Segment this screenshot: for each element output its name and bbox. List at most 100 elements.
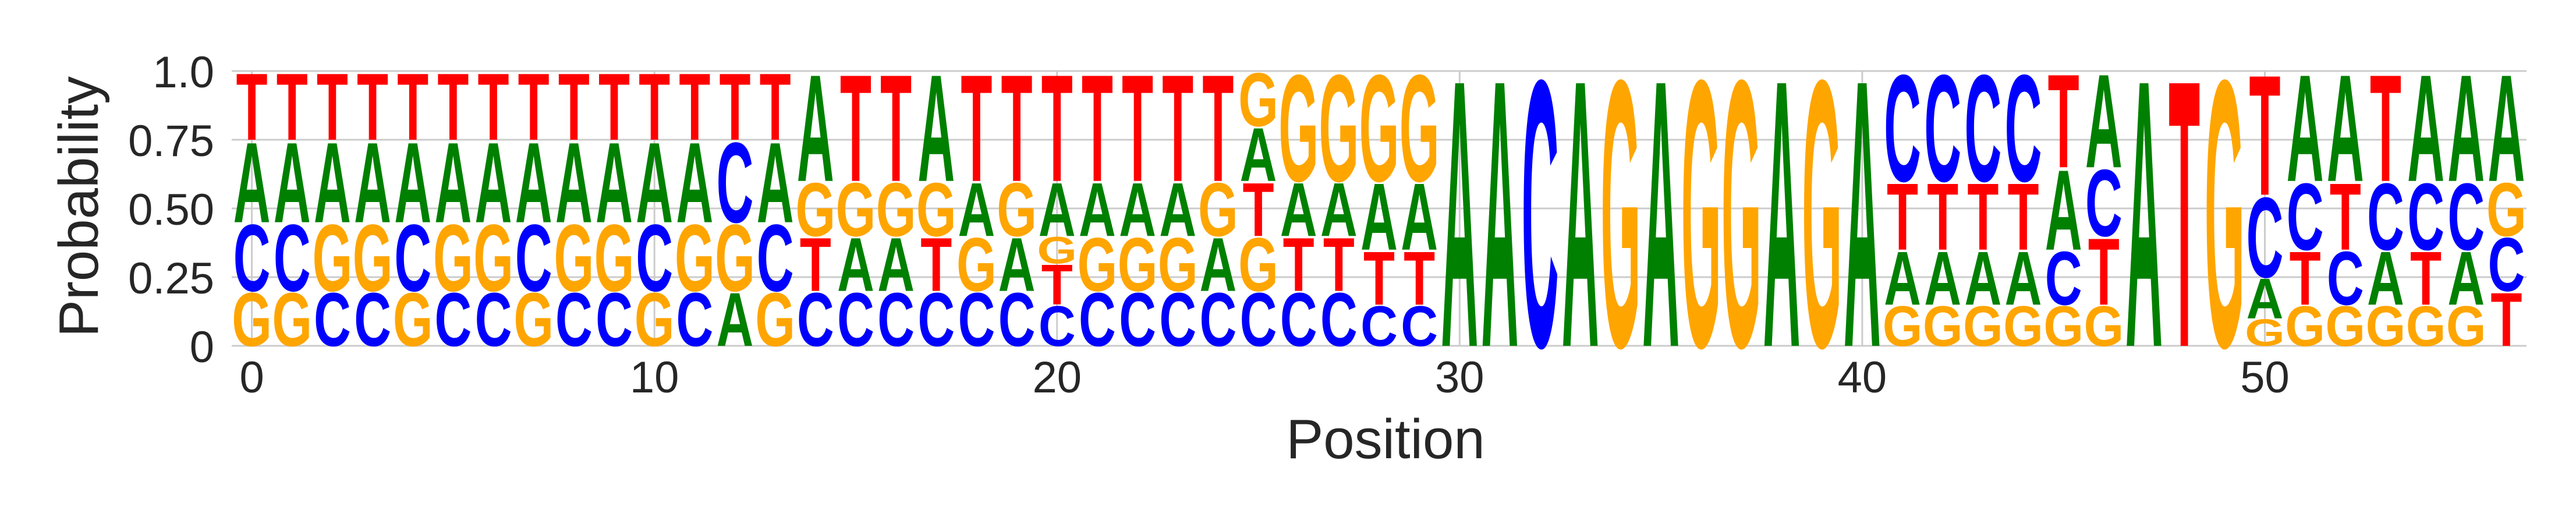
logo-letter-g: G xyxy=(433,204,473,311)
logo-letter-g: G xyxy=(2325,294,2365,358)
logo-letter-g: G xyxy=(393,277,433,363)
logo-letter-a: A xyxy=(877,222,915,307)
logo-letter-g: G xyxy=(1883,294,1923,358)
logo-letter-c: C xyxy=(877,277,915,363)
logo-letter-t: T xyxy=(1202,44,1234,214)
logo-letter-c: C xyxy=(475,277,512,363)
logo-letter-c: C xyxy=(1119,277,1156,363)
y-tick-label: 0.50 xyxy=(128,185,214,235)
logo-letter-g: G xyxy=(755,277,795,363)
logo-letter-a: A xyxy=(555,119,593,247)
logo-letter-a: A xyxy=(2327,44,2364,214)
logo-letter-a: A xyxy=(434,119,472,247)
logo-letter-g: G xyxy=(1963,294,2003,358)
y-tick-label: 0 xyxy=(190,323,214,372)
logo-letter-t: T xyxy=(1404,236,1435,321)
logo-letter-g: G xyxy=(876,167,916,253)
logo-letter-g: G xyxy=(353,204,393,311)
logo-letter-a: A xyxy=(717,277,754,363)
logo-letter-t: T xyxy=(2330,164,2361,270)
logo-letter-t: T xyxy=(1967,164,1999,270)
logo-letter-g: G xyxy=(554,204,594,311)
logo-letter-c: C xyxy=(2045,236,2082,321)
logo-letter-a: A xyxy=(1884,236,1921,321)
logo-letter-g: G xyxy=(272,277,312,363)
logo-letter-g: G xyxy=(2366,294,2406,358)
logo-letter-t: T xyxy=(2490,277,2522,363)
logo-letter-c: C xyxy=(837,277,874,363)
logo-letter-c: C xyxy=(797,277,834,363)
logo-letter-c: C xyxy=(434,277,472,363)
logo-letter-c: C xyxy=(596,277,633,363)
logo-letter-t: T xyxy=(880,44,912,214)
logo-letter-a: A xyxy=(1964,236,2001,321)
logo-letter-a: A xyxy=(394,119,431,247)
logo-letter-t: T xyxy=(478,54,509,160)
logo-letter-a: A xyxy=(1763,2,1801,428)
logo-letter-c: C xyxy=(1199,277,1236,363)
logo-letter-t: T xyxy=(2370,44,2401,214)
logo-letter-a: A xyxy=(1240,112,1277,197)
logo-letter-g: G xyxy=(2084,294,2124,358)
logo-letter-g: G xyxy=(675,204,715,311)
logo-letter-c: C xyxy=(1360,294,1398,358)
logo-letter-c: C xyxy=(314,277,351,363)
logo-letter-a: A xyxy=(1482,2,1519,428)
logo-letter-g: G xyxy=(1601,2,1641,428)
logo-letter-a: A xyxy=(797,44,834,214)
logo-letter-c: C xyxy=(2407,164,2444,270)
logo-letter-t: T xyxy=(1887,164,1918,270)
logo-letter-t: T xyxy=(2048,47,2079,196)
logo-letter-a: A xyxy=(837,222,874,307)
logo-letter-t: T xyxy=(357,54,388,160)
logo-letter-t: T xyxy=(719,54,750,160)
logo-letter-a: A xyxy=(676,119,713,247)
x-tick-label: 50 xyxy=(2240,353,2290,402)
logo-letter-g: G xyxy=(513,277,554,363)
logo-letter-g: G xyxy=(635,277,675,363)
logo-letter-a: A xyxy=(1924,236,1961,321)
logo-letter-g: G xyxy=(997,167,1037,253)
logo-letter-a: A xyxy=(1280,167,1317,253)
logo-letter-c: C xyxy=(1079,277,1116,363)
logo-letter-a: A xyxy=(1360,164,1398,270)
logo-letter-c: C xyxy=(555,277,593,363)
logo-letter-g: G xyxy=(2285,294,2325,358)
logo-letter-t: T xyxy=(518,54,550,160)
logo-letter-g: G xyxy=(1037,229,1077,271)
logo-letter-g: G xyxy=(2486,167,2527,253)
logo-letter-t: T xyxy=(1363,236,1395,321)
logo-letter-g: G xyxy=(1359,44,1399,214)
logo-letter-g: G xyxy=(1158,222,1198,307)
logo-letter-g: G xyxy=(232,277,272,363)
logo-letter-c: C xyxy=(1280,277,1317,363)
logo-letter-t: T xyxy=(1001,44,1033,214)
y-tick-label: 0.75 xyxy=(128,116,214,166)
logo-letter-g: G xyxy=(1238,222,1278,307)
logo-letter-t: T xyxy=(1323,222,1355,307)
logo-letter-g: G xyxy=(1118,222,1158,307)
logo-letter-c: C xyxy=(1159,277,1196,363)
logo-letter-c: C xyxy=(1924,44,1961,214)
logo-letter-a: A xyxy=(1039,167,1076,253)
logo-letter-g: G xyxy=(473,204,513,311)
logo-letter-t: T xyxy=(277,54,308,160)
logo-letter-a: A xyxy=(2447,44,2485,214)
logo-letter-c: C xyxy=(1522,2,1559,428)
logo-letter-g: G xyxy=(1681,2,1721,428)
logo-letter-t: T xyxy=(840,44,871,214)
logo-letter-a: A xyxy=(2125,2,2163,428)
logo-letter-t: T xyxy=(2088,218,2120,325)
logo-letter-a: A xyxy=(636,119,673,247)
logo-letter-t: T xyxy=(920,222,952,307)
logo-letter-c: C xyxy=(1240,277,1277,363)
logo-letter-c: C xyxy=(2367,164,2404,270)
logo-letter-c: C xyxy=(2488,222,2525,307)
logo-letter-c: C xyxy=(1401,294,1438,358)
logo-letter-t: T xyxy=(1283,222,1314,307)
logo-letter-a: A xyxy=(757,119,794,247)
logo-letter-g: G xyxy=(1278,44,1319,214)
logo-letter-a: A xyxy=(1320,167,1358,253)
logo-letter-t: T xyxy=(1927,164,1958,270)
logo-letter-t: T xyxy=(1162,44,1193,214)
